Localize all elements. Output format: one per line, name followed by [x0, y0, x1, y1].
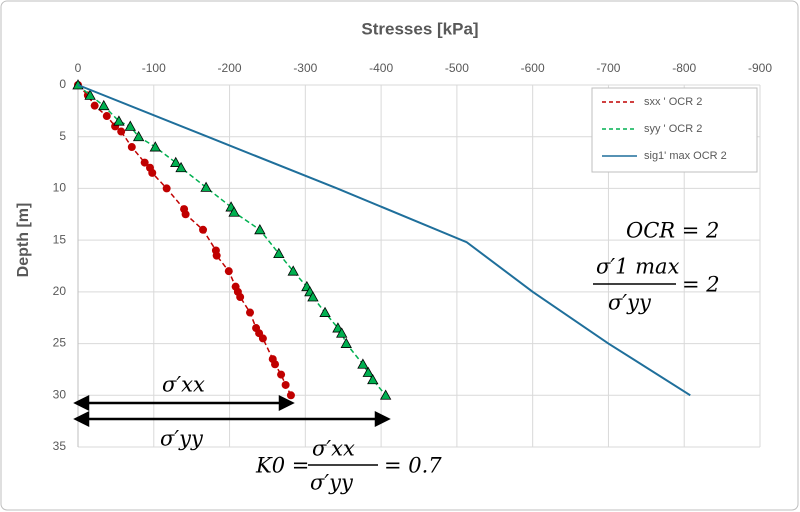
y-tick-label: 10 [53, 181, 67, 195]
x-tick-label: -400 [369, 61, 393, 75]
annotation: K0 = [255, 454, 309, 478]
x-tick-label: -200 [218, 61, 242, 75]
annotation: σ′yy [310, 471, 354, 495]
annotation: σ′xx [312, 437, 355, 461]
y-tick-label: 35 [53, 439, 67, 453]
data-point [102, 112, 111, 121]
data-point [277, 370, 286, 379]
legend-label: sig1' max OCR 2 [644, 150, 727, 162]
annotation: = 0.7 [384, 454, 442, 478]
data-point [124, 120, 136, 131]
x-tick-label: -300 [293, 61, 317, 75]
data-point [113, 115, 125, 126]
data-point [379, 389, 392, 400]
y-tick-label: 25 [53, 336, 67, 350]
x-tick-label: -600 [521, 61, 545, 75]
data-point [148, 168, 157, 177]
data-point [212, 251, 221, 260]
data-point [246, 308, 255, 317]
data-point [162, 184, 171, 193]
data-point [273, 247, 285, 258]
data-point [90, 101, 99, 110]
annotation: σ′yy [608, 291, 652, 315]
data-point [307, 291, 319, 302]
annotation: σ′yy [160, 427, 204, 451]
data-point [127, 143, 136, 152]
y-tick-label: 0 [59, 77, 66, 91]
series-line [77, 84, 691, 397]
legend-label: sxx ' OCR 2 [644, 96, 702, 108]
data-point [199, 225, 208, 234]
data-point [258, 334, 267, 343]
series-line [77, 84, 387, 396]
x-tick-label: 0 [75, 61, 82, 75]
data-point [254, 223, 266, 235]
data-point [362, 366, 374, 377]
x-tick-label: -100 [142, 61, 166, 75]
data-point [367, 373, 379, 385]
y-tick-label: 5 [59, 129, 66, 143]
data-point [175, 161, 187, 173]
data-point [170, 156, 182, 167]
x-tick-label: -500 [445, 61, 469, 75]
chart-title: Stresses [kPa] [361, 19, 478, 38]
x-tick-label: -700 [596, 61, 620, 75]
data-point [228, 206, 240, 217]
legend-label: syy ' OCR 2 [644, 123, 702, 135]
data-point [117, 127, 126, 136]
y-tick-label: 20 [53, 284, 67, 298]
x-tick-label: -800 [672, 61, 696, 75]
data-point [336, 327, 348, 338]
data-point [84, 89, 96, 100]
annotation: OCR = 2 [626, 219, 719, 243]
data-point [340, 337, 352, 348]
y-tick-label: 15 [53, 232, 67, 246]
data-point [271, 360, 280, 369]
y-axis-label: Depth [m] [15, 203, 32, 278]
x-tick-label: -900 [748, 61, 772, 75]
y-tick-label: 30 [53, 387, 67, 401]
data-point [98, 99, 110, 111]
data-point [140, 158, 149, 167]
data-point [236, 293, 245, 302]
data-point [181, 210, 190, 219]
annotation: σ′xx [162, 373, 205, 397]
data-point [281, 380, 290, 389]
data-point [357, 358, 369, 369]
annotation-arrows [73, 283, 676, 466]
data-point [200, 181, 212, 192]
plot [72, 79, 691, 400]
annotation: = 2 [682, 273, 720, 297]
data-point [319, 306, 331, 317]
data-point [132, 130, 145, 142]
annotation: σ′1 max [596, 255, 680, 279]
data-point [286, 391, 295, 400]
data-point [287, 265, 299, 276]
data-point [149, 141, 161, 152]
data-point [224, 267, 233, 276]
